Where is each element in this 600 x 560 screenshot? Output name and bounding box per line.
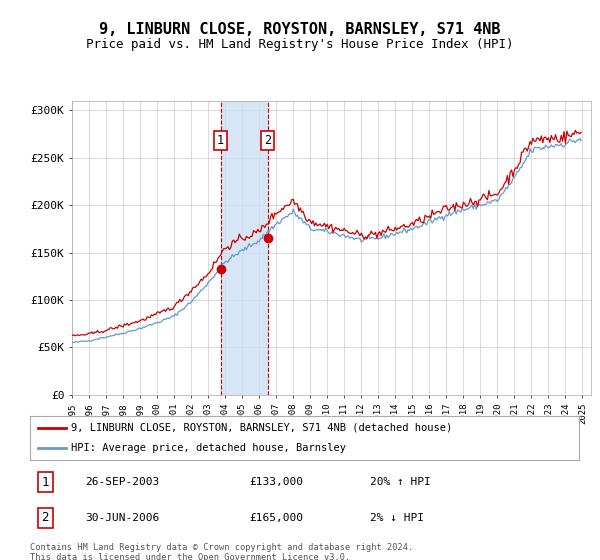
Text: 20% ↑ HPI: 20% ↑ HPI [370,477,431,487]
Text: Contains HM Land Registry data © Crown copyright and database right 2024.: Contains HM Land Registry data © Crown c… [30,543,413,552]
Text: 30-JUN-2006: 30-JUN-2006 [85,513,159,522]
Text: 2% ↓ HPI: 2% ↓ HPI [370,513,424,522]
Text: 2: 2 [264,134,271,147]
Text: 1: 1 [217,134,224,147]
Text: £133,000: £133,000 [250,477,304,487]
Bar [221,101,268,395]
Text: HPI: Average price, detached house, Barnsley: HPI: Average price, detached house, Barn… [71,443,346,453]
Text: 9, LINBURN CLOSE, ROYSTON, BARNSLEY, S71 4NB (detached house): 9, LINBURN CLOSE, ROYSTON, BARNSLEY, S71… [71,423,452,433]
Text: 1: 1 [41,475,49,489]
Text: Price paid vs. HM Land Registry's House Price Index (HPI): Price paid vs. HM Land Registry's House … [86,38,514,50]
Text: This data is licensed under the Open Government Licence v3.0.: This data is licensed under the Open Gov… [30,553,350,560]
Text: 2: 2 [41,511,49,524]
Text: 9, LINBURN CLOSE, ROYSTON, BARNSLEY, S71 4NB: 9, LINBURN CLOSE, ROYSTON, BARNSLEY, S71… [99,22,501,38]
Text: £165,000: £165,000 [250,513,304,522]
Text: 26-SEP-2003: 26-SEP-2003 [85,477,159,487]
